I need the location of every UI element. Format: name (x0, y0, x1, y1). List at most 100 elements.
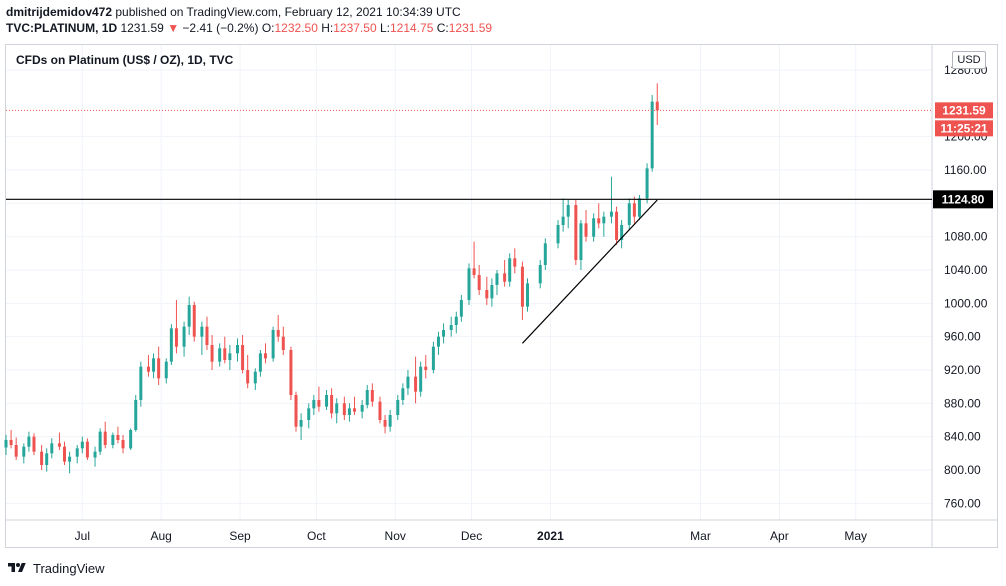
candle-body (459, 300, 463, 317)
candle-body (98, 431, 102, 452)
candle-body (210, 345, 214, 362)
low-label: L: (379, 21, 390, 35)
candle-body (14, 445, 18, 457)
candle-body (174, 328, 178, 347)
candle-body (495, 273, 499, 285)
candle-body (289, 350, 293, 395)
candle-body (317, 400, 321, 407)
trendline (521, 199, 658, 344)
candle-body (116, 435, 120, 440)
candle-body (152, 358, 156, 372)
y-tick-label: 760.00 (944, 496, 981, 510)
candle-body (146, 366, 150, 372)
candle-body (57, 443, 61, 447)
candle-body (246, 370, 250, 384)
candle-body (134, 400, 138, 430)
candle-body (347, 408, 351, 415)
author-name[interactable]: dmitrijdemidov472 (6, 5, 113, 19)
candle-body (538, 265, 542, 284)
candle-body (543, 243, 547, 265)
currency-button[interactable]: USD (952, 51, 986, 69)
candle-body (103, 431, 107, 445)
price-change: −2.41 (−0.2%) (182, 21, 259, 35)
footer-brand-label: TradingView (33, 560, 105, 576)
footer-brand[interactable]: TradingView (6, 558, 105, 578)
candle-body (236, 345, 239, 354)
candle-body (85, 441, 89, 458)
last-price: 1231.59 (120, 21, 164, 35)
candle-body (228, 353, 232, 360)
candle-body (353, 408, 357, 412)
candle-body (436, 336, 440, 347)
high-label: H: (321, 21, 334, 35)
chart-panel[interactable] (5, 44, 998, 548)
tradingview-logo-icon (8, 563, 26, 572)
y-tick-label: 1000.00 (944, 296, 988, 310)
candle-body (615, 211, 619, 240)
countdown-label-box (935, 120, 993, 137)
x-tick-label: Oct (307, 529, 326, 543)
candle-body (192, 305, 196, 337)
candle-body (592, 218, 596, 237)
candle-body (579, 223, 583, 260)
candle-body (574, 205, 578, 260)
candle-body (253, 371, 257, 384)
candle-body (121, 440, 125, 449)
candle-body (241, 345, 245, 370)
candle-body (503, 273, 507, 282)
candle-body (22, 446, 26, 457)
candle-body (472, 268, 476, 275)
candle-body (561, 216, 565, 225)
x-tick-label: May (844, 529, 867, 543)
ohlc-line: TVC:PLATINUM, 1D 1231.59 ▼ −2.41 (−0.2%)… (6, 20, 492, 36)
low-value: 1214.75 (389, 21, 434, 35)
y-tick-label: 800.00 (944, 463, 981, 477)
candle-body (520, 266, 524, 307)
candle-body (27, 436, 31, 447)
candle-body (187, 305, 191, 327)
open-label: O: (261, 21, 275, 35)
candle-body (442, 330, 446, 337)
publish-info: published on TradingView.com, February 1… (115, 5, 461, 19)
candle-body (139, 366, 143, 400)
candle-body (68, 456, 72, 462)
candle-body (281, 336, 285, 350)
x-tick-label: Jul (75, 529, 90, 543)
candle-body (597, 218, 601, 224)
candle-body (129, 430, 133, 449)
candle-body (609, 211, 613, 217)
close-value: 1231.59 (448, 21, 493, 35)
y-tick-label: 1080.00 (944, 230, 988, 244)
candle-body (50, 443, 54, 454)
open-value: 1232.50 (274, 21, 318, 35)
candle-body (294, 395, 298, 427)
candle-body (169, 328, 173, 362)
candle-body (650, 101, 654, 169)
y-tick-label: 880.00 (944, 396, 981, 410)
candle-body (271, 330, 275, 359)
candle-body (632, 203, 636, 217)
candle-body (449, 325, 453, 330)
y-tick-label: 1040.00 (944, 263, 988, 277)
down-arrow-icon: ▼ (167, 21, 180, 35)
candle-body (620, 225, 624, 240)
x-tick-label: Nov (385, 529, 406, 543)
high-value: 1237.50 (333, 21, 377, 35)
x-tick-label: Sep (229, 529, 251, 543)
y-tick-label: 1160.00 (944, 163, 987, 177)
candle-body (401, 388, 405, 400)
candle-body (330, 395, 334, 414)
close-label: C: (436, 21, 449, 35)
publish-header: dmitrijdemidov472 published on TradingVi… (6, 4, 492, 36)
candle-body (325, 395, 329, 407)
support-line-label-box (933, 190, 993, 209)
candle-body (424, 366, 428, 370)
candle-body (490, 285, 494, 299)
candle-body (276, 330, 280, 337)
candle-body (93, 451, 97, 458)
candle-body (80, 441, 84, 449)
candle-body (396, 400, 400, 415)
candle-body (388, 415, 392, 427)
candle-body (513, 258, 517, 267)
